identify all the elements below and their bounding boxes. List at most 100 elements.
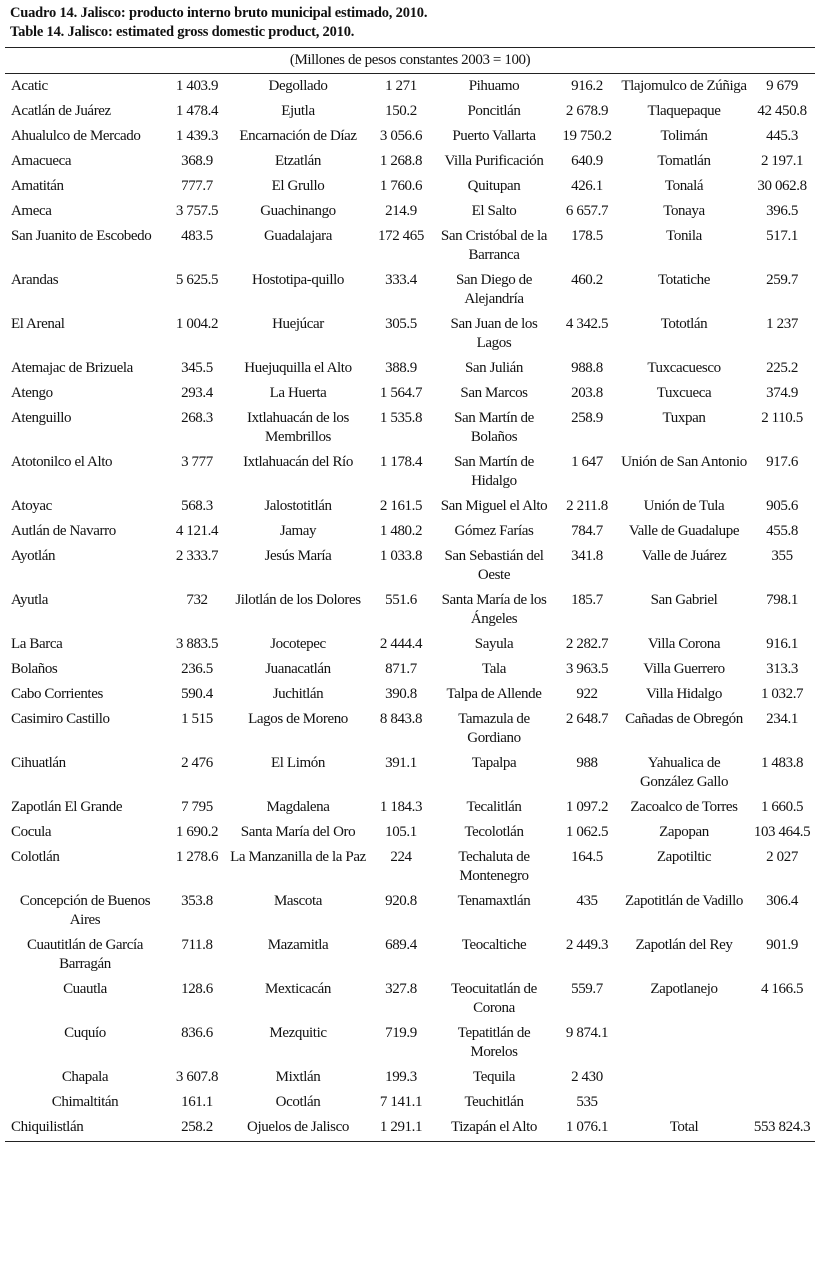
municipality-name: Cihuatlán <box>11 755 66 771</box>
gdp-value: 1 237 <box>766 316 798 332</box>
gdp-value: 258.9 <box>571 410 603 426</box>
municipality-name: Sayula <box>474 636 514 652</box>
gdp-value: 306.4 <box>766 893 798 909</box>
gdp-value: 2 161.5 <box>379 498 423 514</box>
municipality-name: Encarnación de Díaz <box>239 128 357 144</box>
table-row: Amatitán 777.7 El Grullo 1 760.6 Quitupan 426… <box>5 174 815 199</box>
gdp-value: 374.9 <box>766 385 798 401</box>
municipality-name: Chiquilistlán <box>5 1115 167 1142</box>
municipality-name: Cuquío <box>64 1025 106 1041</box>
municipality-name: Zapotlán del Rey <box>635 937 733 953</box>
municipality-name: Jamay <box>279 523 317 539</box>
gdp-value: 3 883.5 <box>175 636 219 652</box>
gdp-value: 42 450.8 <box>757 103 807 119</box>
municipality-name: Zapotitlán de Vadillo <box>625 893 743 909</box>
municipality-name: Tapalpa <box>471 755 517 771</box>
municipality-name: Tolimán <box>660 128 708 144</box>
gdp-value: 2 333.7 <box>175 548 219 564</box>
gdp-value: 988.8 <box>571 360 603 376</box>
municipality-name: Jocotepec <box>270 636 326 652</box>
municipality-name: Ejutla <box>281 103 315 119</box>
gdp-value: 2 110.5 <box>761 410 803 426</box>
municipality-name: Pihuamo <box>468 78 520 94</box>
gdp-value: 1 535.8 <box>379 410 423 426</box>
gdp-value: 164.5 <box>571 849 603 865</box>
gdp-value: 396.5 <box>766 203 798 219</box>
gdp-value: 214.9 <box>385 203 417 219</box>
municipality-name: Mixtlán <box>275 1069 321 1085</box>
municipality-name: Acatlán de Juárez <box>11 103 111 119</box>
gdp-value: 836.6 <box>181 1025 213 1041</box>
municipality-name: San Juanito de Escobedo <box>11 228 152 244</box>
gdp-value: 2 197.1 <box>760 153 804 169</box>
municipality-name: Huejúcar <box>272 316 324 332</box>
municipality-name: El Salto <box>471 203 517 219</box>
gdp-value: 368.9 <box>181 153 213 169</box>
municipality-name: El Arenal <box>11 316 65 332</box>
gdp-value: 353.8 <box>181 893 213 909</box>
gdp-value: 2 027 <box>766 849 798 865</box>
gdp-value: 460.2 <box>571 272 603 288</box>
municipality-name: Totatiche <box>658 272 710 288</box>
table-row: Cuautitlán de García Barragán 711.8 Mazami… <box>5 933 815 977</box>
gdp-value: 559.7 <box>571 981 603 997</box>
municipality-name: Villa Corona <box>647 636 721 652</box>
municipality-name: Jalostotitlán <box>264 498 332 514</box>
municipality-name: Tonalá <box>664 178 704 194</box>
gdp-value: 268.3 <box>181 410 213 426</box>
table-row: Chimaltitán 161.1 Ocotlán 7 141.1 Teuchitlán… <box>5 1090 815 1115</box>
gdp-value: 1 004.2 <box>175 316 219 332</box>
gdp-value: 1 097.2 <box>565 799 609 815</box>
table-row: Cihuatlán 2 476 El Limón 391.1 Tapalpa 988 Yah… <box>5 751 815 795</box>
municipality-name: Cañadas de Obregón <box>625 711 743 727</box>
gdp-value: 568.3 <box>181 498 213 514</box>
municipality-name: Guachinango <box>260 203 336 219</box>
gdp-value: 3 777 <box>181 454 213 470</box>
gdp-table: (Millones de pesos constantes 2003 = 100… <box>5 47 816 1142</box>
gdp-value: 185.7 <box>571 592 603 608</box>
municipality-name: Unión de San Antonio <box>621 454 747 470</box>
table-row: Casimiro Castillo 1 515 Lagos de Moreno 8 8… <box>5 707 815 751</box>
table-row: Colotlán 1 278.6 La Manzanilla de la Paz 22… <box>5 845 815 889</box>
gdp-value: 553 824.3 <box>749 1115 816 1142</box>
gdp-value: 1 403.9 <box>175 78 219 94</box>
municipality-name: Tala <box>482 661 506 677</box>
gdp-value: 391.1 <box>385 755 417 771</box>
municipality-name: Quitupan <box>467 178 521 194</box>
gdp-value: 2 211.8 <box>566 498 608 514</box>
municipality-name: Puerto Vallarta <box>452 128 536 144</box>
table-row: La Barca 3 883.5 Jocotepec 2 444.4 Sayula 2 2… <box>5 632 815 657</box>
municipality-name: Bolaños <box>11 661 58 677</box>
table-row: Atoyac 568.3 Jalostotitlán 2 161.5 San Migue… <box>5 494 815 519</box>
municipality-name: Villa Hidalgo <box>646 686 722 702</box>
gdp-value: 1 184.3 <box>379 799 423 815</box>
municipality-name: Tlaquepaque <box>647 103 721 119</box>
gdp-value: 1 033.8 <box>379 548 423 564</box>
table-row: Atengo 293.4 La Huerta 1 564.7 San Marcos 203… <box>5 381 815 406</box>
municipality-name: Poncitlán <box>467 103 521 119</box>
table-body: Acatic 1 403.9 Degollado 1 271 Pihuamo 916.2 T… <box>5 74 816 1142</box>
gdp-value: 988 <box>576 755 598 771</box>
table-row: Zapotlán El Grande 7 795 Magdalena 1 184.3 T… <box>5 795 815 820</box>
gdp-value: 225.2 <box>766 360 798 376</box>
gdp-value: 5 625.5 <box>175 272 219 288</box>
table-row: El Arenal 1 004.2 Huejúcar 305.5 San Juan de… <box>5 312 815 356</box>
gdp-value: 8 843.8 <box>379 711 423 727</box>
municipality-name: Valle de Juárez <box>641 548 727 564</box>
municipality-name: Juchitlán <box>272 686 324 702</box>
gdp-value: 2 476 <box>181 755 213 771</box>
gdp-value: 916.2 <box>571 78 603 94</box>
municipality-name: Tecalitlán <box>466 799 522 815</box>
gdp-value: 435 <box>576 893 598 909</box>
municipality-name: Cuautla <box>63 981 107 997</box>
municipality-name: Amacueca <box>11 153 72 169</box>
table-row: Atotonilco el Alto 3 777 Ixtlahuacán del R… <box>5 450 815 494</box>
gdp-value: 236.5 <box>181 661 213 677</box>
table-row: Cabo Corrientes 590.4 Juchitlán 390.8 Talpa … <box>5 682 815 707</box>
municipality-name: Acatic <box>11 78 48 94</box>
municipality-name: Concepción de Buenos Aires <box>19 893 151 928</box>
gdp-value: 203.8 <box>571 385 603 401</box>
municipality-name: Chapala <box>61 1069 109 1085</box>
gdp-value: 390.8 <box>385 686 417 702</box>
gdp-value: 920.8 <box>385 893 417 909</box>
